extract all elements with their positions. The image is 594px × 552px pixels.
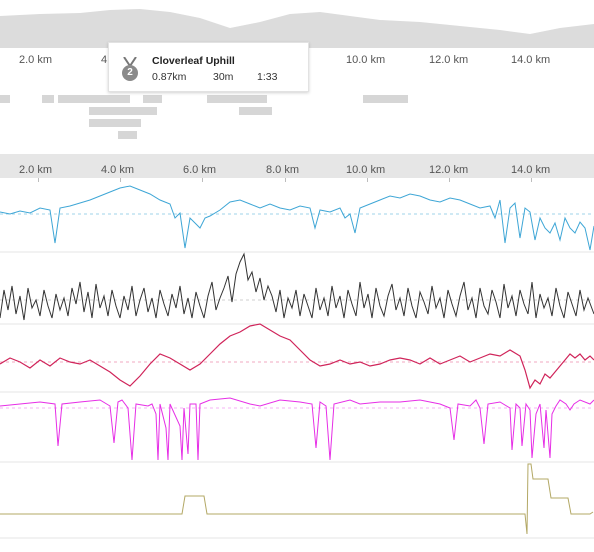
top-axis-label-4km: 4 <box>101 54 108 66</box>
axis-label-2km: 2.0 km <box>19 164 53 176</box>
axis-label-12km: 12.0 km <box>429 164 469 176</box>
axis-tick <box>285 178 286 182</box>
axis-tick <box>531 178 532 182</box>
segment-popup[interactable]: 2 Cloverleaf Uphill 0.87km 30m 1:33 <box>108 42 309 92</box>
segment-bar[interactable] <box>89 107 157 115</box>
axis-tick <box>449 178 450 182</box>
axis-label-4km: 4.0 km <box>101 164 135 176</box>
rank-badge: 2 <box>127 67 133 78</box>
top-axis-label-14km: 14.0 km <box>511 54 551 66</box>
segment-bar[interactable] <box>207 95 267 103</box>
elevation-profile[interactable] <box>0 0 594 48</box>
distance-axis-band <box>0 154 594 178</box>
axis-tick <box>120 178 121 182</box>
cadence-stream <box>0 323 594 390</box>
segment-bar[interactable] <box>363 95 408 103</box>
segment-bar[interactable] <box>239 107 272 115</box>
axis-label-8km: 8.0 km <box>266 164 300 176</box>
axis-label-6km: 6.0 km <box>183 164 217 176</box>
pace-stream <box>0 185 594 251</box>
segment-bar[interactable] <box>42 95 54 103</box>
segment-distance: 0.87km <box>152 71 187 83</box>
segment-elevation: 30m <box>213 71 234 83</box>
elevation-area <box>0 9 594 48</box>
medal-icon <box>122 57 138 81</box>
segment-bar[interactable] <box>89 119 141 127</box>
top-axis-label-12km: 12.0 km <box>429 54 469 66</box>
segment-bar[interactable] <box>58 95 130 103</box>
segment-name[interactable]: Cloverleaf Uphill <box>152 55 235 67</box>
segment-bar[interactable] <box>118 131 137 139</box>
heart-rate-stream <box>0 252 594 321</box>
axis-tick <box>38 178 39 182</box>
temperature-stream <box>0 463 594 535</box>
axis-tick <box>367 178 368 182</box>
segment-time: 1:33 <box>257 71 278 83</box>
axis-label-14km: 14.0 km <box>511 164 551 176</box>
top-axis-label-10km: 10.0 km <box>346 54 386 66</box>
segment-bar[interactable] <box>143 95 162 103</box>
power-stream <box>0 397 594 461</box>
axis-label-10km: 10.0 km <box>346 164 386 176</box>
stream-charts[interactable] <box>0 178 594 552</box>
top-axis-label-2km: 2.0 km <box>19 54 53 66</box>
axis-tick <box>202 178 203 182</box>
segment-bar[interactable] <box>0 95 10 103</box>
